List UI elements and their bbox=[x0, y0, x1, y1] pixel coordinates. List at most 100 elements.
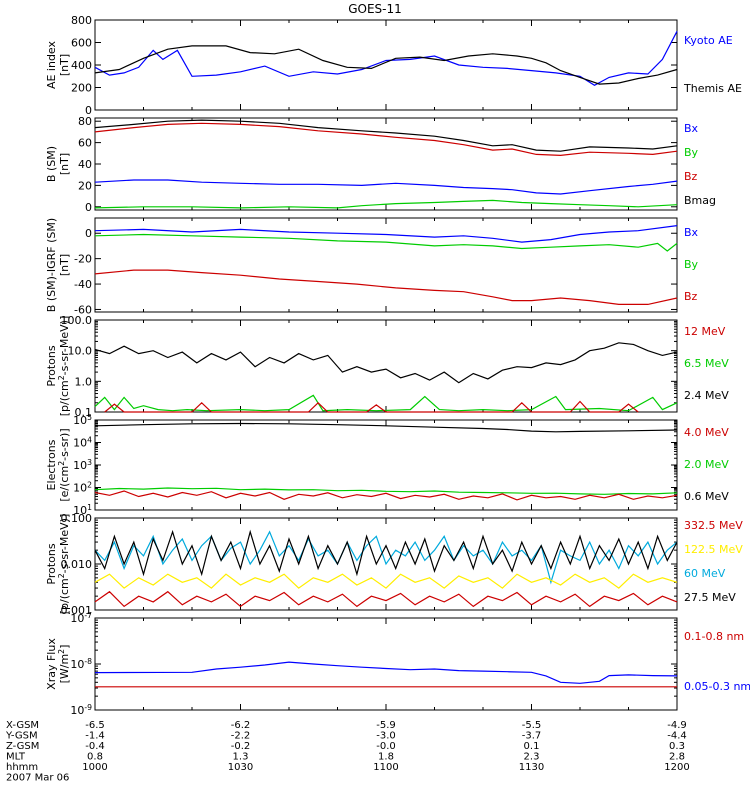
x-axis-row-label: MLT bbox=[6, 752, 26, 763]
y-tick-label: 10-7 bbox=[70, 611, 92, 626]
date-label: 2007 Mar 06 bbox=[6, 773, 69, 784]
legend-entry-2-0-mev: 2.0 MeV bbox=[684, 458, 729, 471]
y-tick-label: 0.010 bbox=[61, 558, 93, 571]
x-axis-value: 0.1 bbox=[524, 741, 540, 752]
panel-ae: 0 200 400 600 800 AE index [nT] Kyoto AE Themis … bbox=[45, 14, 742, 117]
series-line-bx bbox=[94, 225, 678, 243]
y-axis-unit-label: [nT] bbox=[58, 254, 71, 276]
legend-entry-332-5-mev: 332.5 MeV bbox=[684, 519, 743, 532]
x-axis-value: -0.2 bbox=[231, 741, 251, 752]
series-line-0-05-0-3-nm bbox=[94, 661, 678, 684]
series-line-by bbox=[94, 233, 678, 252]
y-axis-unit-label: [nT] bbox=[58, 54, 71, 76]
y-axis-label: Protons bbox=[45, 543, 58, 584]
y-tick-label: 20 bbox=[78, 179, 92, 192]
x-axis-value: -4.4 bbox=[667, 731, 687, 742]
series-line-bz bbox=[94, 269, 678, 305]
x-axis-row-label: Y-GSM bbox=[5, 731, 38, 742]
y-tick-label: -60 bbox=[74, 303, 92, 316]
y-tick-label: 10-8 bbox=[70, 657, 92, 672]
y-axis-unit-label: [W/m2] bbox=[57, 645, 72, 684]
series-line-4-0-mev bbox=[94, 490, 678, 501]
panel-protons1: 0.1 1.0 10.0 100.0 Protons[p/(cm2-s-sr-MeV)]… bbox=[45, 314, 729, 419]
panel-electrons: 101 102 103 104 105 Electrons [e/(cm2-s-sr)] 4.… bbox=[45, 413, 729, 518]
y-tick-label: 1.0 bbox=[75, 375, 93, 388]
legend-entry-2-4-mev: 2.4 MeV bbox=[684, 389, 729, 402]
y-axis-label: B (SM) bbox=[45, 146, 58, 182]
y-tick-label: 400 bbox=[71, 59, 92, 72]
legend-entry-4-0-mev: 4.0 MeV bbox=[684, 426, 729, 439]
y-tick-label: 104 bbox=[73, 435, 92, 450]
y-tick-label: 0 bbox=[85, 104, 92, 117]
y-tick-label: 10-9 bbox=[70, 703, 92, 718]
legend-entry-27-5-mev: 27.5 MeV bbox=[684, 591, 736, 604]
x-axis-value: 1030 bbox=[228, 762, 253, 773]
y-axis-label: Electrons bbox=[45, 439, 58, 490]
legend-entry-6-5-mev: 6.5 MeV bbox=[684, 357, 729, 370]
panel-frame bbox=[94, 419, 678, 511]
legend-entry-12-mev: 12 MeV bbox=[684, 325, 726, 338]
x-axis-value: -5.5 bbox=[522, 720, 542, 731]
x-axis-value: -6.2 bbox=[231, 720, 251, 731]
panel-frame bbox=[94, 319, 678, 413]
x-axis-value: -0.4 bbox=[85, 741, 105, 752]
y-axis-label: AE index bbox=[45, 40, 58, 89]
y-axis-unit-label: [nT] bbox=[58, 153, 71, 175]
y-tick-label: 101 bbox=[73, 503, 92, 518]
legend-entry-0-1-0-8-nm: 0.1-0.8 nm bbox=[684, 630, 744, 643]
x-axis-value: -3.7 bbox=[522, 731, 542, 742]
y-tick-label: 100.0 bbox=[61, 314, 93, 327]
y-tick-label: 80 bbox=[78, 115, 92, 128]
series-line-6-5-mev bbox=[94, 394, 678, 412]
legend-entry-by: By bbox=[684, 146, 699, 159]
panel-frame bbox=[94, 19, 678, 111]
series-line-kyoto-ae bbox=[94, 31, 678, 86]
y-axis-label: Protons bbox=[45, 345, 58, 386]
y-tick-label: 800 bbox=[71, 14, 92, 27]
y-tick-label: -40 bbox=[74, 278, 92, 291]
x-axis-value: -0.0 bbox=[376, 741, 396, 752]
series-line-27-5-mev bbox=[94, 529, 678, 577]
y-tick-label: 0 bbox=[85, 227, 92, 240]
panel-bsm: 0 20 40 60 80 B (SM) [nT] Bx By Bz Bmag bbox=[45, 115, 716, 214]
series-line-12-mev bbox=[104, 400, 639, 413]
legend-entry-bz: Bz bbox=[684, 170, 698, 183]
legend-entry-bz: Bz bbox=[684, 290, 698, 303]
y-tick-label: 40 bbox=[78, 158, 92, 171]
series-line-bx bbox=[94, 179, 678, 195]
x-axis-value: 2.8 bbox=[669, 752, 685, 763]
y-tick-label: 600 bbox=[71, 37, 92, 50]
series-line-2-0-mev bbox=[94, 487, 678, 495]
y-tick-label: 103 bbox=[73, 458, 92, 473]
x-axis-value: -2.2 bbox=[231, 731, 251, 742]
y-tick-label: 10.0 bbox=[68, 345, 93, 358]
legend-entry-0-6-mev: 0.6 MeV bbox=[684, 490, 729, 503]
x-axis-value: 1200 bbox=[664, 762, 689, 773]
x-axis-value: 2.3 bbox=[524, 752, 540, 763]
series-line-60-mev bbox=[94, 530, 678, 585]
y-tick-label: 0.001 bbox=[61, 604, 93, 617]
legend-entry-by: By bbox=[684, 258, 699, 271]
y-axis-label: Xray Flux bbox=[45, 638, 58, 690]
series-line-332-5-mev bbox=[94, 590, 678, 608]
panel-frame bbox=[94, 217, 678, 313]
series-line-0-6-mev bbox=[94, 422, 678, 433]
y-tick-label: 105 bbox=[73, 413, 92, 428]
y-tick-label: -20 bbox=[74, 253, 92, 266]
x-axis-value: 1100 bbox=[373, 762, 398, 773]
x-axis-table: X-GSM -6.5 -6.2 -5.9 -5.5 -4.9 Y-GSM -1.4 -2.2 -3… bbox=[5, 720, 690, 784]
x-axis-value: -3.0 bbox=[376, 731, 396, 742]
series-line-bz bbox=[94, 122, 678, 157]
y-tick-label: 0 bbox=[85, 201, 92, 214]
x-axis-value: 1.3 bbox=[233, 752, 249, 763]
series-line-2-4-mev bbox=[94, 342, 678, 384]
y-tick-label: 60 bbox=[78, 137, 92, 150]
series-line-by bbox=[94, 199, 678, 209]
figure-title: GOES-11 bbox=[348, 2, 402, 16]
panel-xray: 10-9 10-8 10-7 Xray Flux [W/m2] 0.1-0.8 nm 0.0… bbox=[45, 611, 750, 718]
y-axis-label: B (SM)-IGRF (SM) bbox=[45, 218, 58, 312]
x-axis-value: -4.9 bbox=[667, 720, 687, 731]
